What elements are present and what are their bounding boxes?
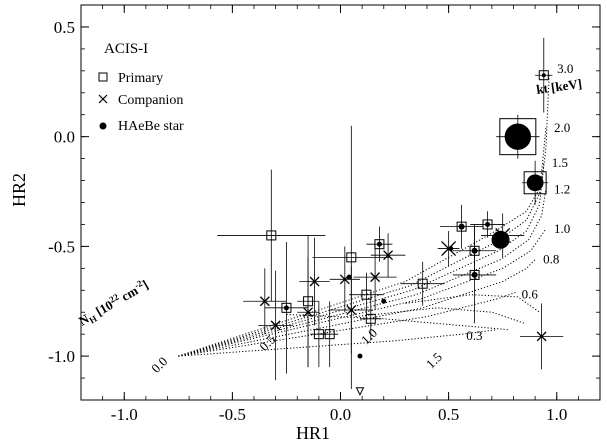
companion-cross-marker (270, 320, 281, 331)
ticks-layer: -1.0 -0.5 0.0 0.5 1.0 -1.0 -0.5 0.0 0.5 (48, 5, 600, 424)
haebe-dot-marker (376, 241, 382, 247)
companion-cross-marker (259, 296, 270, 307)
legend-square-marker (98, 72, 108, 82)
x-tick-label: -1.0 (111, 405, 138, 424)
kt-value-label: 2.0 (554, 120, 570, 135)
y-tick-label: 0.5 (54, 18, 75, 37)
nh-value-label: 1.0 (358, 325, 380, 347)
haebe-dot-marker (485, 221, 491, 227)
companion-cross-marker (309, 276, 320, 287)
primary-square-marker (499, 118, 537, 156)
primary-square-marker (523, 171, 547, 195)
haebe-dot-marker (346, 274, 352, 280)
primary-square-marker (365, 313, 376, 324)
primary-square-marker (538, 70, 549, 81)
haebe-dot-marker (458, 223, 465, 230)
cross-stroke (383, 250, 394, 261)
y-axis-title: HR2 (9, 173, 29, 207)
nh-model-curve (286, 313, 510, 331)
legend: Primary Companion HAeBe star (98, 71, 184, 134)
primary-square-marker (303, 296, 314, 307)
cross-stroke (370, 272, 381, 283)
nh-title-sub: H (88, 313, 99, 325)
companion-cross-marker (346, 305, 357, 315)
kt-model-curve (178, 228, 547, 357)
primary-square-marker (374, 239, 385, 250)
cross-stroke (346, 305, 357, 315)
primary-square-marker (361, 289, 372, 300)
haebe-dot-marker (504, 123, 532, 150)
marker-layer (259, 70, 549, 396)
nh-value-label: 0.0 (148, 354, 170, 376)
nh-value-label: 1.5 (423, 349, 445, 371)
nh-grid-title: NH [1022 cm-2] (76, 276, 152, 330)
cross-stroke (536, 331, 547, 342)
primary-square-marker (469, 245, 480, 256)
nh-title-close: ] (140, 277, 151, 292)
x-tick-label: -0.5 (219, 405, 246, 424)
cross-stroke (270, 320, 281, 331)
haebe-dot-marker (448, 246, 454, 252)
nh-model-curve (355, 307, 525, 324)
primary-square-marker (324, 329, 335, 340)
primary-square-marker (266, 230, 277, 241)
primary-square-marker (456, 221, 467, 232)
kt-value-label: 0.3 (466, 328, 482, 343)
haebe-dot-marker (471, 271, 478, 278)
x-tick-label: 1.0 (546, 405, 567, 424)
legend-label-companion: Companion (118, 93, 183, 108)
plot-frame (80, 4, 601, 401)
kt-model-curve (178, 329, 497, 357)
primary-square-marker (281, 302, 292, 313)
nh-title-sup2: -2 (133, 278, 145, 291)
companion-cross-marker (303, 307, 314, 318)
haebe-dot-marker (541, 73, 546, 78)
kt-model-curve (178, 259, 536, 357)
primary-square-marker (417, 278, 428, 289)
companion-cross-marker (536, 331, 547, 342)
haebe-dot-marker (526, 174, 544, 192)
companion-cross-marker (370, 272, 381, 283)
haebe-dot-marker (357, 353, 363, 359)
kt-model-curve (178, 292, 516, 357)
kt-value-label: 0.8 (543, 252, 559, 267)
x-tick-label: 0.5 (438, 405, 459, 424)
grid-model-layer: 3.02.01.51.21.00.80.60.30.00.5 1.01.5 (148, 61, 573, 376)
haebe-dot-marker (471, 247, 478, 254)
y-tick-label: -0.5 (48, 237, 75, 256)
kt-grid-title: kt [keV] (535, 76, 583, 97)
cross-stroke (259, 296, 270, 307)
primary-square-marker (482, 219, 493, 230)
haebe-dot-marker (283, 305, 289, 311)
legend-dot-marker (99, 122, 107, 130)
kt-model-curve (178, 162, 545, 357)
kt-model-curve (178, 75, 550, 357)
y-tick-label: -1.0 (48, 347, 75, 366)
kt-value-label: 1.5 (552, 155, 568, 170)
haebe-dot-marker (381, 298, 387, 304)
primary-square-marker (313, 329, 324, 340)
upper-limit-triangle-marker (355, 387, 365, 396)
primary-square-marker (469, 269, 480, 280)
y-tick-label: 0.0 (54, 128, 75, 147)
cross-stroke (309, 276, 320, 287)
kt-value-label: 1.2 (554, 181, 570, 196)
kt-value-label: 0.6 (522, 286, 539, 301)
kt-value-label: 1.0 (554, 221, 570, 236)
primary-square-marker (346, 252, 357, 263)
legend-label-primary: Primary (118, 71, 163, 86)
legend-cross-marker (98, 94, 108, 104)
nh-model-curve (405, 294, 540, 313)
kt-model-curve (178, 189, 547, 357)
x-axis-title: HR1 (296, 423, 330, 442)
panel-label: ACIS-I (104, 41, 148, 57)
companion-cross-marker (383, 250, 394, 261)
cross-stroke (303, 307, 314, 318)
x-tick-label: 0.0 (330, 405, 351, 424)
haebe-dot-marker (491, 230, 510, 249)
legend-label-haebe: HAeBe star (118, 119, 184, 134)
kt-value-label: 3.0 (557, 61, 573, 76)
kt-model-curve (178, 127, 547, 357)
